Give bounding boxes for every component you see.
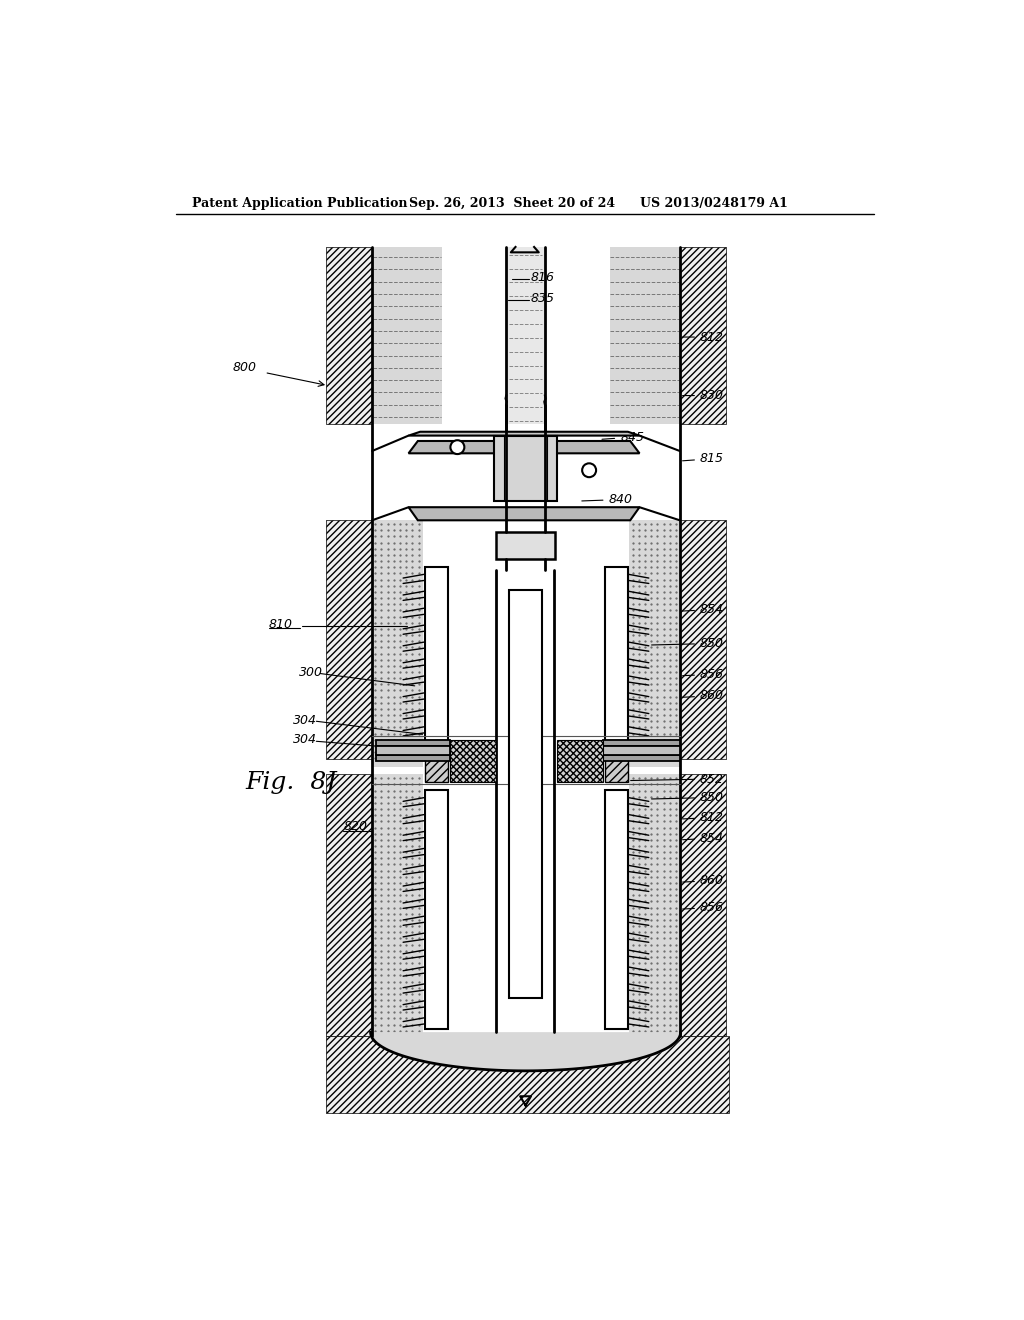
Text: 835: 835 bbox=[531, 292, 555, 305]
Bar bbox=[372, 520, 423, 767]
Bar bbox=[494, 436, 557, 502]
Bar bbox=[610, 247, 680, 424]
Polygon shape bbox=[376, 755, 450, 762]
Bar bbox=[604, 739, 628, 781]
Text: 850: 850 bbox=[651, 638, 724, 649]
Text: 816: 816 bbox=[531, 271, 555, 284]
Polygon shape bbox=[603, 755, 680, 762]
Polygon shape bbox=[376, 739, 450, 746]
Bar bbox=[496, 532, 555, 558]
Bar bbox=[680, 520, 726, 759]
Text: 800: 800 bbox=[232, 362, 257, 375]
Bar bbox=[372, 247, 442, 424]
Polygon shape bbox=[409, 441, 640, 453]
Text: 840: 840 bbox=[582, 492, 633, 506]
Bar bbox=[326, 1036, 729, 1113]
Bar bbox=[507, 247, 545, 424]
Bar bbox=[680, 775, 726, 1036]
Bar bbox=[326, 247, 372, 424]
Text: 852: 852 bbox=[631, 772, 724, 785]
Text: 860: 860 bbox=[683, 874, 724, 887]
Text: 860: 860 bbox=[683, 689, 724, 702]
Bar bbox=[326, 520, 372, 759]
Bar bbox=[372, 775, 423, 1036]
Bar bbox=[376, 746, 450, 755]
Text: 856: 856 bbox=[683, 902, 724, 915]
Bar bbox=[450, 739, 496, 781]
Text: 812: 812 bbox=[683, 810, 724, 824]
Text: 820: 820 bbox=[343, 820, 368, 833]
Bar bbox=[630, 520, 680, 767]
Bar bbox=[557, 739, 603, 781]
Polygon shape bbox=[409, 432, 640, 436]
Text: US 2013/0248179 A1: US 2013/0248179 A1 bbox=[640, 197, 787, 210]
Bar bbox=[425, 566, 449, 755]
Bar bbox=[603, 746, 680, 755]
Bar bbox=[630, 775, 680, 1036]
Text: 845: 845 bbox=[602, 430, 644, 444]
Text: Sep. 26, 2013  Sheet 20 of 24: Sep. 26, 2013 Sheet 20 of 24 bbox=[409, 197, 614, 210]
Text: 856: 856 bbox=[683, 668, 724, 681]
Circle shape bbox=[583, 463, 596, 477]
Polygon shape bbox=[603, 739, 680, 746]
Bar bbox=[425, 789, 449, 1028]
Polygon shape bbox=[409, 507, 640, 520]
Bar bbox=[326, 775, 372, 1036]
Text: 815: 815 bbox=[683, 453, 724, 465]
Bar bbox=[604, 789, 628, 1028]
Text: 810: 810 bbox=[269, 618, 293, 631]
Text: 304: 304 bbox=[293, 714, 317, 727]
Text: 854: 854 bbox=[683, 832, 724, 845]
Text: Patent Application Publication: Patent Application Publication bbox=[191, 197, 408, 210]
Text: 850: 850 bbox=[651, 791, 724, 804]
Circle shape bbox=[451, 441, 464, 454]
Text: 304: 304 bbox=[293, 733, 317, 746]
Text: 854: 854 bbox=[683, 603, 724, 616]
Text: 830: 830 bbox=[683, 389, 724, 403]
Bar bbox=[680, 247, 726, 424]
Text: 812: 812 bbox=[683, 330, 724, 343]
Text: Fig.  8J: Fig. 8J bbox=[246, 771, 337, 793]
Bar bbox=[509, 590, 542, 998]
Bar bbox=[604, 566, 628, 755]
Text: 300: 300 bbox=[299, 667, 323, 680]
Bar bbox=[425, 739, 449, 781]
